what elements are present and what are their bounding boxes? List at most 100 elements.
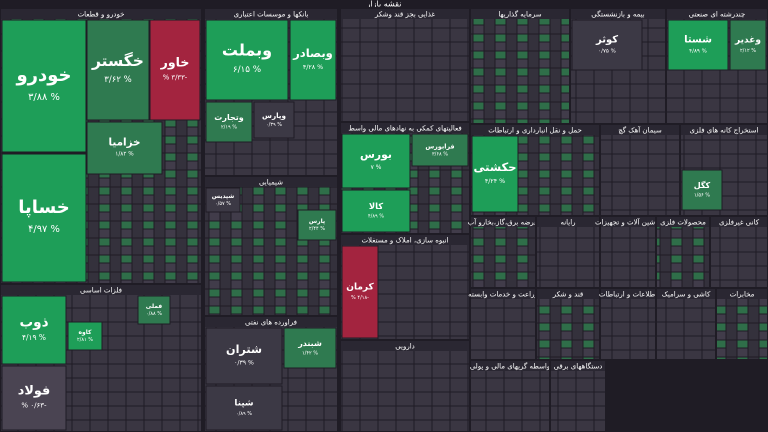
stock-symbol: وغدیر <box>734 36 761 46</box>
sector-header-bg <box>1 9 201 19</box>
sector <box>535 287 601 361</box>
sector <box>599 123 681 217</box>
sector-header-bg <box>471 361 549 371</box>
stock-tile[interactable] <box>205 327 283 385</box>
stock-symbol: شستا <box>684 35 712 46</box>
stock-symbol: بورس <box>360 148 392 161</box>
stock-tile[interactable] <box>1 295 67 365</box>
sector-header: دستگاههای برقی <box>554 362 603 371</box>
stock-tile[interactable] <box>205 385 283 431</box>
stock-change: % ۰/۷۵ <box>598 49 616 55</box>
stock-tile[interactable] <box>86 19 150 121</box>
sector-header-bg <box>601 289 655 299</box>
stock-change: % ۰/۸۹ <box>236 411 252 417</box>
sector-header-bg <box>681 125 767 135</box>
stock-tile[interactable] <box>1 19 87 153</box>
sector-header: فعالیتهای کمکی به نهادهای مالی واسط <box>348 125 461 133</box>
sector-header: فراورده های نفتی <box>245 319 297 327</box>
sector-header: بیمه و بازنشستگی <box>591 10 644 19</box>
stock-change: % ۳/۶۲ <box>104 75 131 85</box>
stock-change: % ۴/۸۹ <box>689 49 707 55</box>
sector-header: بانکها و موسسات اعتباری <box>234 11 309 19</box>
sector-header-bg <box>667 9 767 19</box>
stock-symbol: ذوب <box>19 315 48 331</box>
sector-header: قند و شکر <box>552 291 584 299</box>
sector-header: سرمایه گذاریها <box>498 10 541 19</box>
sector-header-bg <box>1 285 201 295</box>
stock-tile[interactable] <box>341 189 411 233</box>
sector-header: شیمیایی <box>259 179 283 187</box>
sector-header: کانی غیرفلزی <box>719 219 760 227</box>
sector-header-bg <box>717 289 767 299</box>
stock-tile[interactable] <box>681 169 723 211</box>
stock-tile[interactable] <box>471 135 519 213</box>
sector-header: عرضه برق،گاز،بخارو آب <box>468 218 539 227</box>
stock-tile[interactable] <box>137 295 171 325</box>
stock-tile[interactable] <box>205 101 253 143</box>
stock-change: % ۷ <box>371 164 382 171</box>
stock-symbol: فملی <box>146 303 163 310</box>
sector-header-bg <box>551 361 605 371</box>
stock-tile[interactable] <box>289 19 337 101</box>
sector-header-bg <box>341 235 469 245</box>
stock-tile[interactable] <box>341 133 411 189</box>
stock-tile[interactable] <box>1 365 67 431</box>
sector <box>469 287 537 361</box>
stock-symbol: وبملت <box>222 41 272 60</box>
stock-change: % ۲/۱۲ <box>740 48 756 54</box>
stock-symbol: خگستر <box>91 51 144 70</box>
stock-change: % ۴/۲۴ <box>485 178 505 185</box>
stock-tile[interactable] <box>341 245 379 339</box>
sector-header-bg <box>205 9 337 19</box>
stock-tile[interactable] <box>149 19 201 121</box>
sector-header: رایانه <box>560 219 575 227</box>
stock-change: % ۳/۸۸ <box>28 92 60 103</box>
stock-tile[interactable] <box>667 19 729 71</box>
stock-tile[interactable] <box>205 187 241 213</box>
sector-header: غذایی بجز قند وشکر <box>374 11 436 19</box>
stock-symbol: خودرو <box>15 65 71 86</box>
sector <box>709 215 768 289</box>
stock-symbol: کوثر <box>595 35 618 46</box>
sector-header-bg <box>601 217 655 227</box>
stock-symbol: شپنا <box>234 399 253 409</box>
stock-tile[interactable] <box>86 121 163 175</box>
sector-header-bg <box>471 125 599 135</box>
sector <box>549 359 607 432</box>
stock-change: % ۶/۱۵ <box>233 65 261 75</box>
stock-tile[interactable] <box>571 19 643 71</box>
stock-tile[interactable] <box>283 327 337 369</box>
sector-header: اطلاعات و ارتباطات <box>599 291 657 299</box>
stock-change: % ۴/۸۹ <box>368 214 384 220</box>
stock-tile[interactable] <box>297 209 337 241</box>
sector-header-bg <box>537 289 599 299</box>
sector-header: خودرو و قطعات <box>78 11 125 19</box>
stock-symbol: کگل <box>694 180 711 190</box>
stock-change: -۰/۶۳ % <box>21 401 47 410</box>
stock-symbol: کاوه <box>78 329 92 336</box>
stock-symbol: خزامیا <box>108 136 140 148</box>
sector-header-bg <box>471 9 569 19</box>
sector-header: کاشی و سرامیک <box>662 291 711 299</box>
stock-symbol: وبصادر <box>292 46 333 61</box>
stock-symbol: وتجارت <box>214 113 243 122</box>
stock-change: % ۴/۲۸ <box>303 64 323 71</box>
stock-tile[interactable] <box>205 19 289 101</box>
sector <box>339 7 471 123</box>
stock-tile[interactable] <box>729 19 767 71</box>
sector-header: مخابرات <box>730 291 755 299</box>
stock-change: -۳/۳۳ % <box>163 74 188 82</box>
sector <box>339 339 471 432</box>
stock-tile[interactable] <box>67 321 103 351</box>
stock-change: % ۰/۳۹ <box>234 360 254 367</box>
stock-tile[interactable] <box>411 133 469 167</box>
stock-tile[interactable] <box>1 153 87 283</box>
stock-tile[interactable] <box>253 101 295 139</box>
sector-header: انبوه سازی، املاک و مستغلات <box>361 237 448 245</box>
stock-change: % ۱/۴۲ <box>302 350 318 356</box>
sector-header-bg <box>601 125 679 135</box>
sector-header-bg <box>657 289 715 299</box>
stock-change: % ۰/۵۷ <box>215 201 231 207</box>
